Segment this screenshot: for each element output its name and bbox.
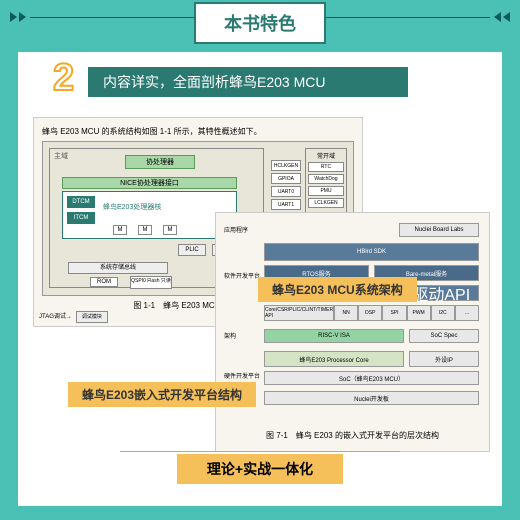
callout-1: 蜂鸟E203 MCU系统架构	[258, 277, 417, 302]
m2: M	[138, 225, 152, 235]
itcm: ITCM	[67, 212, 95, 224]
nice-if: NICE协处理器接口	[62, 177, 237, 189]
qspi-flash: QSPI0 Flash 只读	[130, 276, 172, 289]
soc: SoC（蜂鸟E203 MCU）	[264, 371, 479, 385]
jtag-area: JTAG调试→调试模块	[39, 311, 108, 323]
layer-hw: 硬件开发平台	[224, 371, 260, 380]
periph-hw: 外设IP	[409, 351, 479, 367]
m3: M	[163, 225, 177, 235]
copro: 协处理器	[125, 155, 195, 169]
sysbus: 系统存储总线	[68, 262, 168, 274]
core-label: 蜂鸟E203处理器核	[103, 202, 161, 212]
nuclei-dev: Nuclei开发板	[264, 391, 479, 405]
callout-2: 蜂鸟E203嵌入式开发平台结构	[68, 382, 256, 407]
figure-2: 应用程序 软件开发平台 架构 硬件开发平台 Nuclei Board Labs …	[215, 212, 490, 452]
nuclei-labs: Nuclei Board Labs	[399, 223, 479, 237]
content-panel: 2 内容详实，全面剖析蜂鸟E203 MCU 蜂鸟 E203 MCU 的系统结构如…	[18, 52, 502, 506]
main-domain-label: 主域	[54, 151, 68, 161]
always-on-domain: 常开域 RTC WatchDog PMU LCLKGEN	[305, 148, 347, 213]
header-title: 本书特色	[194, 2, 326, 44]
hbird-sdk: HBird SDK	[264, 243, 479, 261]
layer-app: 应用程序	[224, 225, 248, 234]
fig1-intro: 蜂鸟 E203 MCU 的系统结构如图 1-1 所示，其特性概述如下。	[42, 126, 354, 137]
deco-right	[494, 12, 510, 22]
riscv-isa: RISC-V ISA	[264, 329, 404, 343]
section-title: 内容详实，全面剖析蜂鸟E203 MCU	[88, 67, 408, 97]
rom: ROM	[90, 277, 118, 287]
layer-sw: 软件开发平台	[224, 271, 260, 280]
bottom-text: 理论+实战一体化	[177, 454, 343, 484]
dtcm: DTCM	[67, 196, 95, 208]
deco-left	[10, 12, 26, 22]
m1: M	[113, 225, 127, 235]
fig2-caption: 图 7-1 蜂鸟 E203 的嵌入式开发平台的层次结构	[224, 430, 481, 441]
proc-core: 蜂鸟E203 Processor Core	[264, 351, 404, 367]
section-number: 2	[53, 57, 74, 100]
soc-spec: SoC Spec	[409, 329, 479, 343]
layer-arch: 架构	[224, 331, 236, 340]
plic: PLIC	[178, 244, 206, 256]
bottom-banner: 理论+实战一体化	[120, 451, 400, 484]
